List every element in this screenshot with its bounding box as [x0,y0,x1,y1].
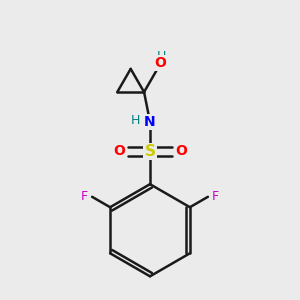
Text: O: O [175,145,187,158]
Text: H: H [131,114,140,127]
Text: O: O [113,145,125,158]
Text: S: S [145,144,155,159]
Text: F: F [212,190,219,203]
Text: F: F [81,190,88,203]
Text: N: N [144,115,156,129]
Text: O: O [154,56,166,70]
Text: H: H [157,50,166,63]
